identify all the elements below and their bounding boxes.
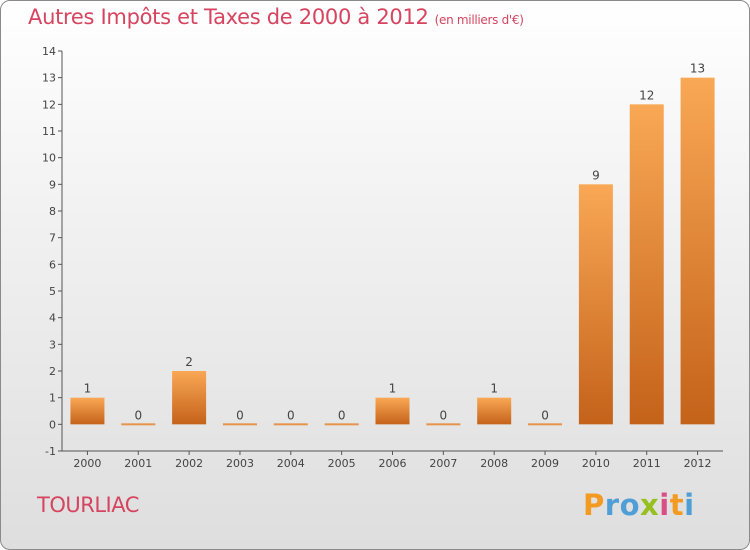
y-tick-label: 9 bbox=[49, 178, 56, 191]
bar bbox=[680, 77, 715, 425]
data-label: 0 bbox=[134, 408, 142, 422]
x-tick-label: 2008 bbox=[480, 457, 508, 470]
x-tick-label: 2003 bbox=[226, 457, 254, 470]
bar bbox=[121, 423, 156, 426]
bar bbox=[426, 423, 461, 426]
x-tick-label: 2001 bbox=[124, 457, 152, 470]
y-tick-label: 12 bbox=[42, 98, 56, 111]
x-tick-label: 2010 bbox=[582, 457, 610, 470]
bar bbox=[172, 371, 207, 425]
chart-labels: 1 0 2 0 0 0 1 0 1 0 9 12 13 bbox=[84, 62, 706, 423]
commune-name: TOURLIAC bbox=[37, 493, 139, 517]
y-tick-label: 2 bbox=[49, 365, 56, 378]
bar bbox=[629, 104, 664, 425]
y-tick-label: 7 bbox=[49, 232, 56, 245]
bar bbox=[273, 423, 308, 426]
x-tick-label: 2002 bbox=[175, 457, 203, 470]
x-tick-label: 2000 bbox=[73, 457, 101, 470]
bar bbox=[578, 184, 613, 425]
y-tick-label: -1 bbox=[45, 445, 56, 458]
x-tick-label: 2012 bbox=[684, 457, 712, 470]
x-tick-label: 2006 bbox=[379, 457, 407, 470]
bar bbox=[528, 423, 563, 426]
y-tick-label: 0 bbox=[49, 418, 56, 431]
chart-bars bbox=[70, 77, 715, 426]
y-tick-label: 3 bbox=[49, 338, 56, 351]
y-tick-label: 13 bbox=[42, 72, 56, 85]
data-label: 13 bbox=[690, 62, 705, 76]
x-tick-label: 2004 bbox=[277, 457, 305, 470]
y-tick-label: 11 bbox=[42, 125, 56, 138]
x-tick-label: 2005 bbox=[328, 457, 356, 470]
bar bbox=[477, 397, 512, 425]
y-tick-label: 10 bbox=[42, 152, 56, 165]
x-tick-label: 2007 bbox=[429, 457, 457, 470]
y-tick-label: 14 bbox=[42, 45, 56, 58]
proxiti-logo: Proxiti bbox=[583, 488, 695, 522]
data-label: 2 bbox=[185, 355, 193, 369]
data-label: 1 bbox=[389, 382, 397, 396]
data-label: 0 bbox=[236, 408, 244, 422]
y-tick-label: 5 bbox=[49, 285, 56, 298]
x-tick-label: 2009 bbox=[531, 457, 559, 470]
bar bbox=[375, 397, 410, 425]
data-label: 0 bbox=[541, 408, 549, 422]
x-tick-label: 2011 bbox=[633, 457, 661, 470]
data-label: 0 bbox=[338, 408, 346, 422]
data-label: 0 bbox=[287, 408, 295, 422]
chart-title: Autres Impôts et Taxes de 2000 à 2012 (en… bbox=[28, 5, 524, 29]
chart-unit: (en milliers d'€) bbox=[434, 13, 524, 27]
data-label: 9 bbox=[592, 168, 600, 182]
data-label: 1 bbox=[84, 382, 92, 396]
data-label: 12 bbox=[639, 88, 654, 102]
data-label: 0 bbox=[440, 408, 448, 422]
y-tick-label: 4 bbox=[49, 312, 56, 325]
y-tick-label: 6 bbox=[49, 258, 56, 271]
bar bbox=[70, 397, 105, 425]
bar bbox=[222, 423, 257, 426]
bar bbox=[324, 423, 359, 426]
chart-title-text: Autres Impôts et Taxes de 2000 à 2012 bbox=[28, 5, 429, 29]
y-tick-label: 8 bbox=[49, 205, 56, 218]
data-label: 1 bbox=[490, 382, 498, 396]
y-tick-label: 1 bbox=[49, 392, 56, 405]
